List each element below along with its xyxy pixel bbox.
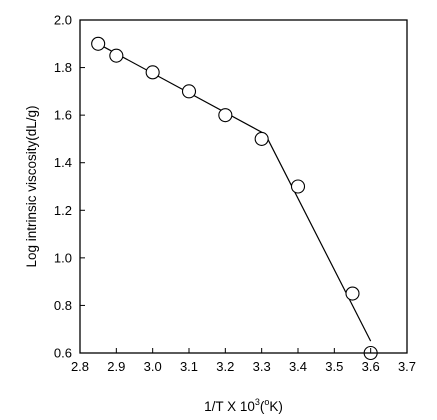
- y-tick-label: 1.0: [54, 250, 72, 265]
- y-axis-ticks: 0.6 0.8 1.0 1.2 1.4 1.6 1.8 2.0: [54, 13, 85, 361]
- x-tick-label: 3.7: [398, 359, 416, 374]
- y-tick-label: 0.6: [54, 346, 72, 361]
- fit-line-segment: [264, 133, 372, 342]
- x-tick-label: 3.0: [144, 359, 162, 374]
- x-tick-label: 3.4: [289, 359, 307, 374]
- data-point: [145, 65, 160, 80]
- x-axis-title-superscript-2: o: [264, 397, 269, 407]
- x-tick-label: 3.5: [325, 359, 343, 374]
- x-axis-title-main: 1/T X 10: [204, 399, 255, 414]
- data-point: [181, 84, 197, 99]
- y-tick-label: 0.8: [54, 298, 72, 313]
- data-point: [218, 108, 233, 123]
- data-points: [91, 36, 378, 361]
- data-point: [290, 179, 306, 194]
- data-point: [345, 286, 360, 301]
- x-axis-title-paren: (: [260, 399, 265, 414]
- plot-frame: [79, 19, 408, 354]
- x-tick-label: 2.8: [71, 359, 89, 374]
- data-point: [91, 36, 106, 51]
- x-tick-label: 3.1: [180, 359, 198, 374]
- y-tick-label: 1.2: [54, 203, 72, 218]
- x-axis-title-superscript-1: 3: [255, 397, 260, 407]
- x-tick-label: 3.3: [253, 359, 271, 374]
- data-point: [254, 131, 269, 146]
- x-tick-label: 3.2: [216, 359, 234, 374]
- data-point: [109, 48, 124, 63]
- fit-line-segment: [97, 43, 266, 135]
- x-axis-ticks: 2.8 2.9 3.0 3.1 3.2 3.3 3.4 3.5 3.6 3.7: [71, 348, 416, 374]
- x-tick-label: 3.6: [362, 359, 380, 374]
- x-axis-title: 1/T X 103(oK): [204, 397, 283, 414]
- y-axis-title: Log intrinsic viscosity(dL/g): [24, 105, 39, 267]
- x-tick-label: 2.9: [107, 359, 125, 374]
- fit-lines: [97, 43, 372, 342]
- y-tick-label: 1.6: [54, 108, 72, 123]
- x-axis-title-unit: K): [269, 399, 283, 414]
- y-tick-label: 1.4: [54, 155, 72, 170]
- y-tick-label: 2.0: [54, 13, 72, 28]
- y-tick-label: 1.8: [54, 60, 72, 75]
